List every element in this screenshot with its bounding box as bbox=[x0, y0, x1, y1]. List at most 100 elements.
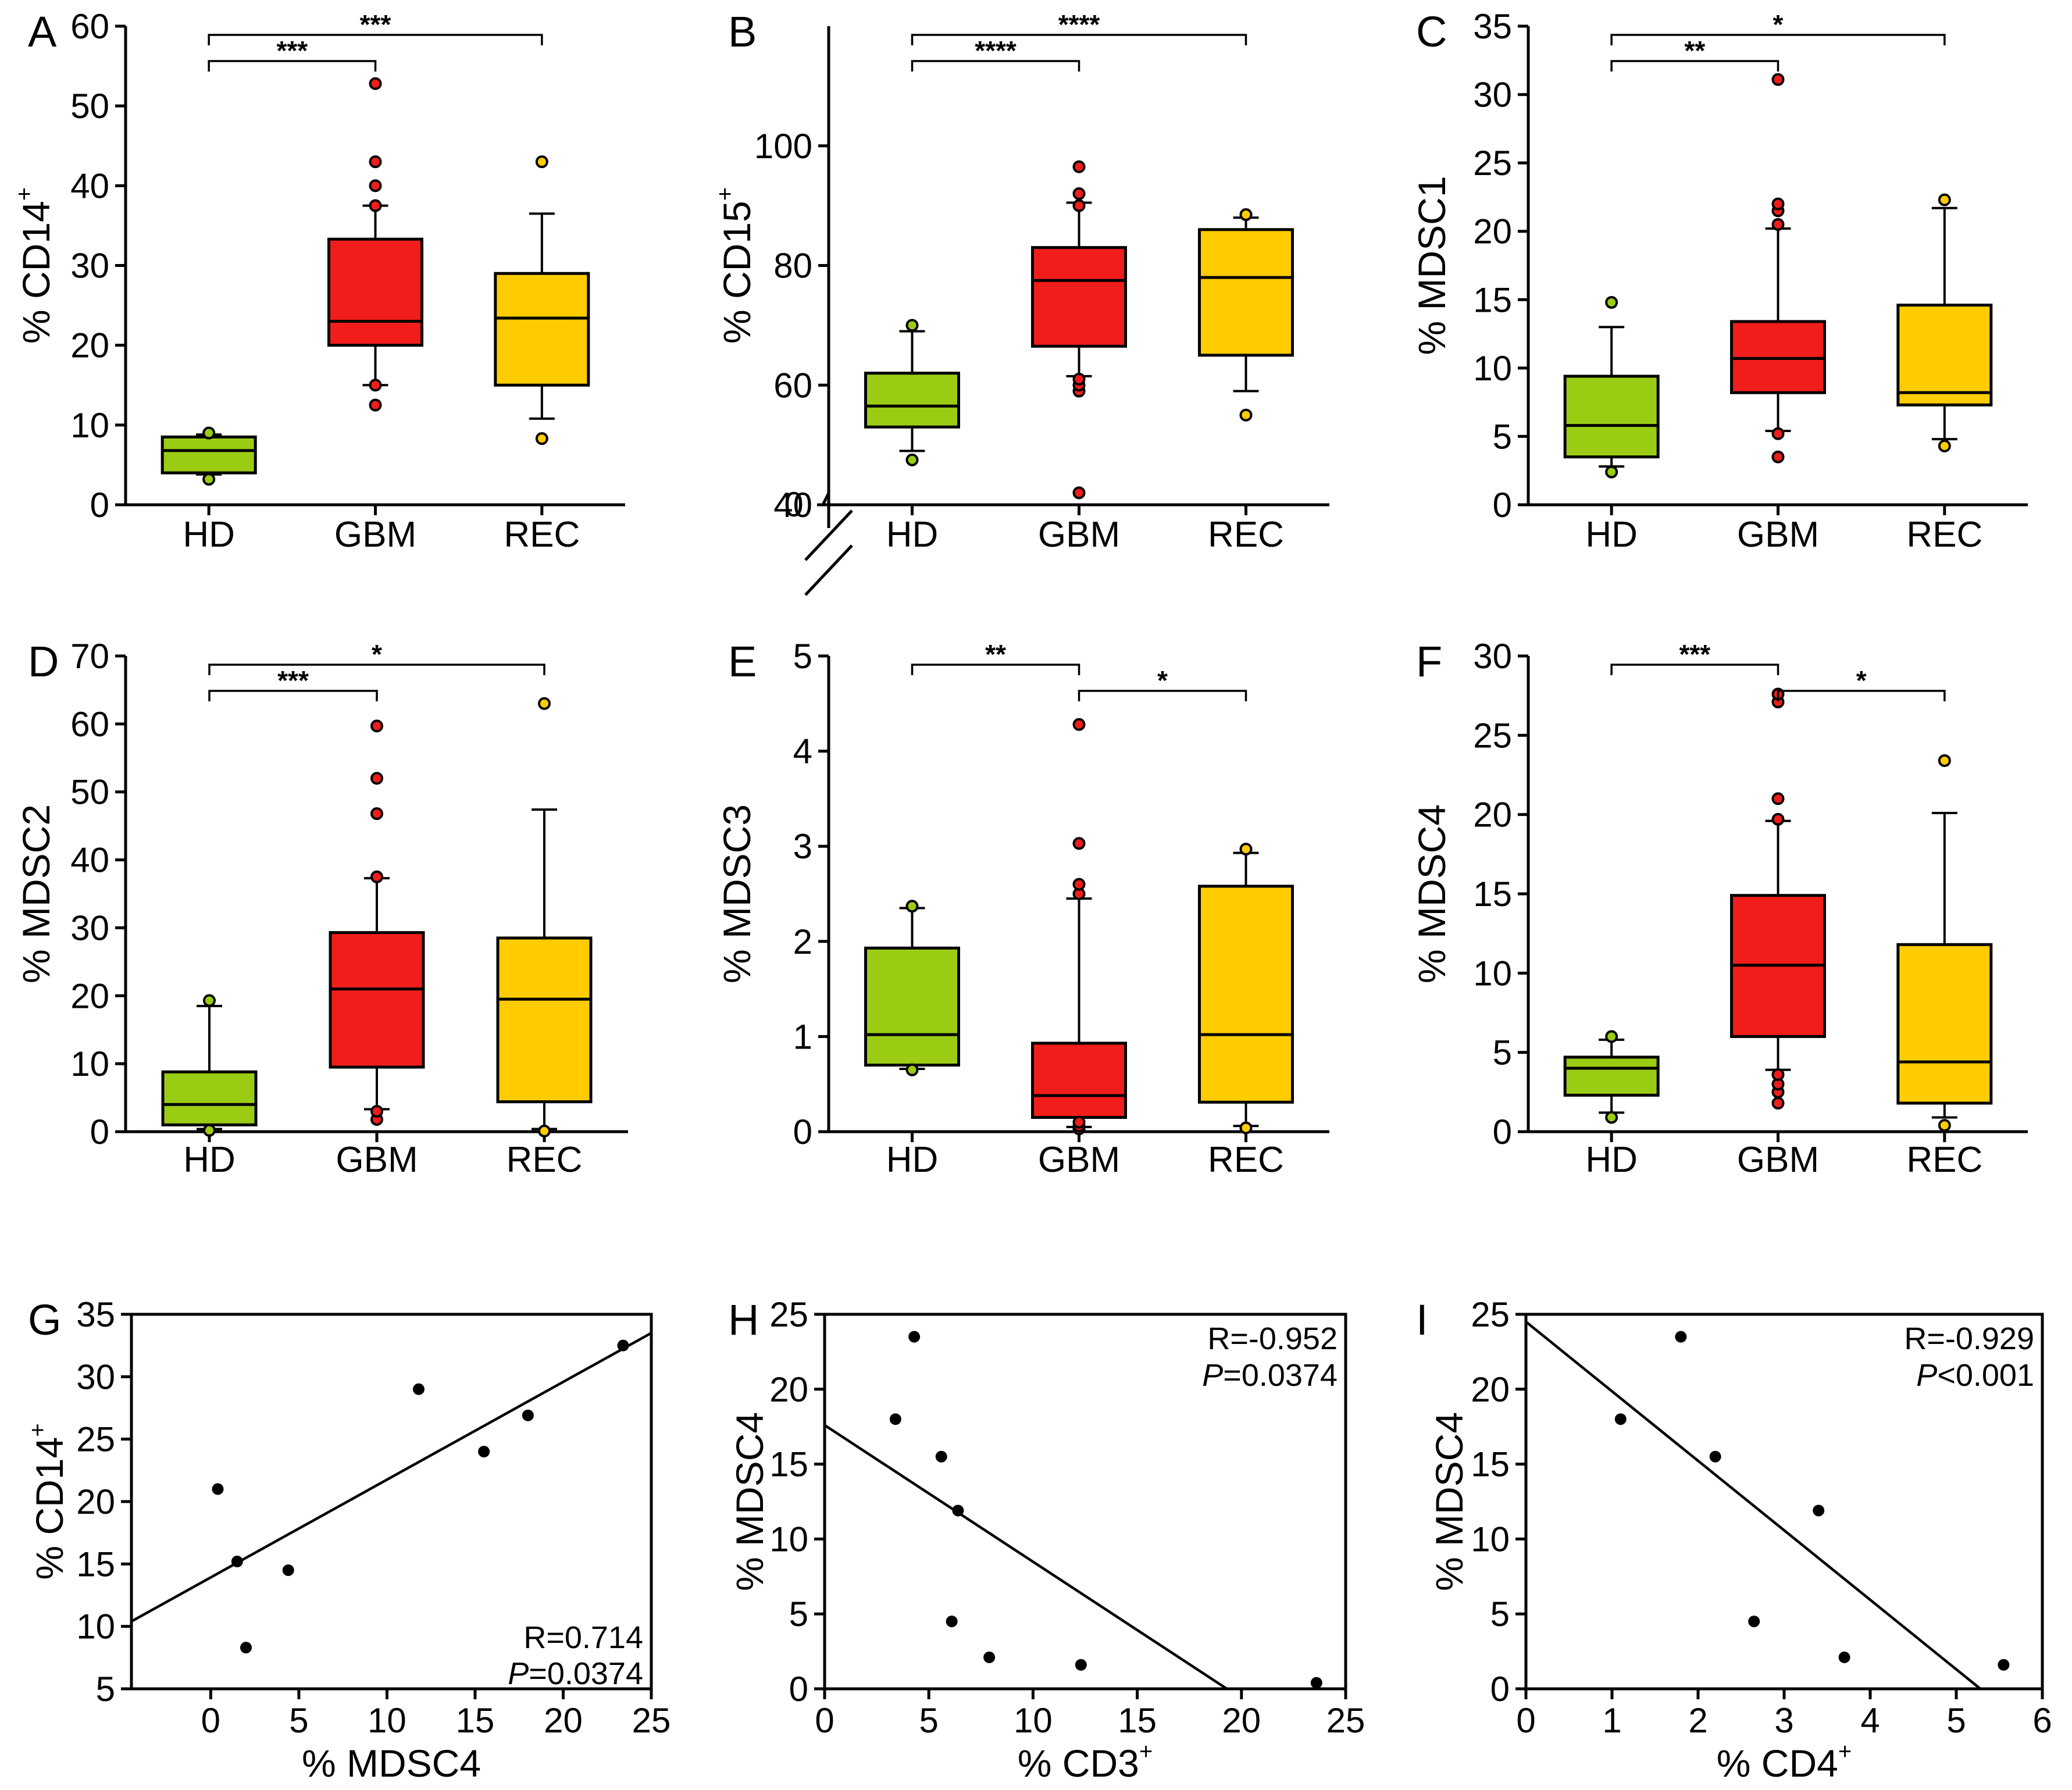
y-tick-label: 0 bbox=[1493, 1112, 1512, 1151]
category-label-hd: HD bbox=[1585, 515, 1638, 555]
box-hd bbox=[161, 994, 258, 1137]
category-label-hd: HD bbox=[183, 1140, 236, 1180]
y-tick-label: 40 bbox=[70, 841, 109, 880]
scatter-point bbox=[240, 1642, 252, 1654]
box-body bbox=[1563, 1056, 1660, 1097]
box-body bbox=[496, 936, 593, 1104]
x-tick-label: 20 bbox=[1222, 1701, 1261, 1740]
box-body bbox=[1896, 304, 1993, 407]
y-tick-label: 20 bbox=[1471, 1370, 1510, 1409]
box-gbm bbox=[1730, 687, 1826, 1110]
category-label-hd: HD bbox=[886, 515, 939, 555]
significance-label: * bbox=[1856, 665, 1867, 696]
outlier-point bbox=[905, 453, 919, 466]
outlier-point bbox=[1605, 1030, 1618, 1043]
outlier-point bbox=[1771, 217, 1785, 231]
box-hd bbox=[864, 900, 960, 1076]
x-axis-label-superscript: + bbox=[1139, 1739, 1153, 1764]
category-label-rec: REC bbox=[507, 1140, 583, 1180]
y-tick-label: 50 bbox=[70, 87, 109, 126]
y-axis-stub bbox=[821, 492, 830, 506]
box-gbm bbox=[1730, 73, 1826, 463]
box-rec bbox=[496, 697, 593, 1138]
y-tick-label: 100 bbox=[754, 127, 812, 166]
scatter-point bbox=[282, 1564, 294, 1577]
outlier-point bbox=[1239, 843, 1253, 856]
scatter-point bbox=[983, 1651, 996, 1663]
box-body bbox=[329, 931, 425, 1069]
y-tick-label: 60 bbox=[70, 7, 109, 46]
x-tick-label: 1 bbox=[1602, 1701, 1621, 1740]
y-axis-label-superscript: + bbox=[12, 187, 37, 201]
scatter-point bbox=[1813, 1504, 1825, 1517]
x-tick-label: 15 bbox=[456, 1701, 495, 1740]
category-label-gbm: GBM bbox=[336, 1140, 418, 1180]
panel-letter: F bbox=[1416, 637, 1442, 686]
scatter-point bbox=[1748, 1616, 1760, 1628]
y-tick-label: 5 bbox=[96, 1670, 115, 1709]
category-label-rec: REC bbox=[1906, 515, 1982, 555]
significance-bracket bbox=[208, 60, 377, 72]
outlier-point bbox=[202, 426, 216, 440]
outlier-point bbox=[1771, 1068, 1785, 1081]
significance-bracket bbox=[1610, 664, 1779, 675]
y-tick-label: 5 bbox=[1493, 417, 1512, 456]
y-tick-label: 20 bbox=[76, 1482, 115, 1521]
y-tick-label: 30 bbox=[1473, 76, 1512, 115]
y-tick-label: 15 bbox=[1473, 875, 1512, 914]
significance-bracket bbox=[1777, 690, 1946, 701]
outlier-point bbox=[369, 199, 382, 212]
significance-label: **** bbox=[975, 35, 1017, 66]
significance-label: *** bbox=[360, 9, 391, 40]
x-tick-label: 4 bbox=[1860, 1701, 1880, 1740]
y-tick-label: 10 bbox=[76, 1607, 115, 1646]
y-tick-label: 25 bbox=[76, 1420, 115, 1459]
scatter-point bbox=[908, 1331, 921, 1343]
x-tick-label: 5 bbox=[289, 1701, 308, 1740]
category-label-rec: REC bbox=[1906, 1140, 1982, 1180]
outlier-point bbox=[369, 155, 382, 169]
panel-letter: B bbox=[728, 8, 757, 56]
y-tick-label: 2 bbox=[793, 922, 812, 961]
box-body bbox=[1198, 885, 1294, 1104]
x-axis-label: % CD3+ bbox=[1018, 1739, 1153, 1785]
outlier-point bbox=[1072, 837, 1086, 850]
y-tick-label: 35 bbox=[1473, 7, 1512, 46]
y-tick-label: 1 bbox=[793, 1017, 812, 1056]
y-tick-label: 30 bbox=[1473, 637, 1512, 676]
y-tick-label: 10 bbox=[1473, 349, 1512, 388]
significance-bracket bbox=[208, 664, 545, 675]
category-label-rec: REC bbox=[1208, 1140, 1284, 1180]
box-hd bbox=[161, 426, 257, 486]
box-body bbox=[161, 435, 257, 475]
x-tick-label: 20 bbox=[544, 1701, 583, 1740]
significance-bracket bbox=[208, 34, 543, 45]
outlier-point bbox=[370, 870, 383, 883]
scatter-point bbox=[1614, 1413, 1627, 1425]
significance-bracket bbox=[911, 60, 1080, 72]
outlier-point bbox=[1072, 878, 1086, 891]
scatter-point bbox=[1998, 1659, 2010, 1671]
significance-label: ** bbox=[985, 639, 1006, 669]
box-body bbox=[1031, 1042, 1127, 1119]
scatter-point bbox=[231, 1556, 243, 1568]
y-axis-label: % MDSC1 bbox=[1410, 176, 1453, 355]
y-tick-label: 35 bbox=[76, 1295, 115, 1334]
scatter-point bbox=[889, 1413, 901, 1425]
y-tick-label: 80 bbox=[773, 247, 812, 286]
x-tick-label: 25 bbox=[1326, 1701, 1365, 1740]
outlier-point bbox=[538, 697, 551, 710]
x-axis-label-superscript: + bbox=[1838, 1739, 1852, 1764]
outlier-point bbox=[1771, 427, 1785, 440]
outlier-point bbox=[1239, 208, 1253, 222]
outlier-point bbox=[1239, 1121, 1253, 1135]
x-tick-label: 25 bbox=[632, 1701, 671, 1740]
outlier-point bbox=[1771, 197, 1785, 211]
y-axis-label-superscript: + bbox=[25, 1423, 51, 1436]
scatter-point bbox=[935, 1450, 947, 1463]
outlier-point bbox=[370, 807, 383, 821]
significance-bracket bbox=[1078, 690, 1247, 701]
outlier-point bbox=[905, 319, 919, 332]
correlation-p: P<0.001 bbox=[1916, 1358, 2034, 1393]
